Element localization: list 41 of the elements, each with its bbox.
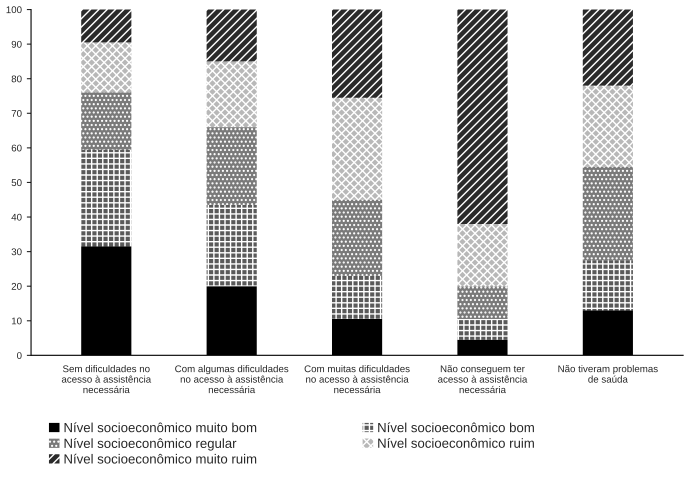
x-tick-label: Não conseguem ter acesso à assistência necessária [438,365,528,394]
bar [457,286,508,320]
bar [457,224,508,286]
y-tick-label: 60 [12,144,22,152]
legend-label: Nível socioeconômico muito bom [64,422,256,432]
y-tick-label: 50 [12,179,22,186]
x-tick-label: Não tiveram problemas de saúda [558,365,658,383]
y-tick-label: 100 [6,6,22,14]
bar [81,92,132,150]
y-tick-label: 70 [12,110,22,117]
legend-label: Nível socioeconômico bom [378,422,534,432]
y-tick-label: 30 [12,248,22,256]
bar [206,204,257,286]
bar [332,276,382,320]
bar [457,10,508,224]
legend-label: Nível socioeconômico muito ruim [64,454,256,464]
y-tick-label: 10 [12,318,22,324]
legend-label: Nível socioeconômico regular [64,438,236,451]
y-tick-label: 80 [12,75,22,82]
legend-label: Nível socioeconômico ruim [378,438,534,448]
bar [332,10,382,98]
bar [582,10,633,86]
y-tick-label: 0 [16,352,22,359]
bar [582,260,633,310]
bar [206,127,257,205]
x-tick-label: Com muitas dificuldades no acesso à assistência necessária [304,365,410,394]
bar [81,10,132,42]
bar [206,61,257,128]
bar [332,200,382,276]
bar [457,319,508,340]
x-tick-label: Sem dificuldades no acesso à assistência necessária [62,365,152,394]
y-tick-label: 20 [12,282,22,290]
bar [206,10,257,62]
bar [582,86,633,167]
x-tick-label: Com algumas dificuldades no acesso à assistência necessária [175,365,288,394]
bar [582,166,633,260]
y-tick-label: 40 [11,214,22,221]
y-tick-label: 90 [12,40,22,48]
bar [81,42,132,93]
bar [81,150,132,246]
bar [332,98,382,200]
